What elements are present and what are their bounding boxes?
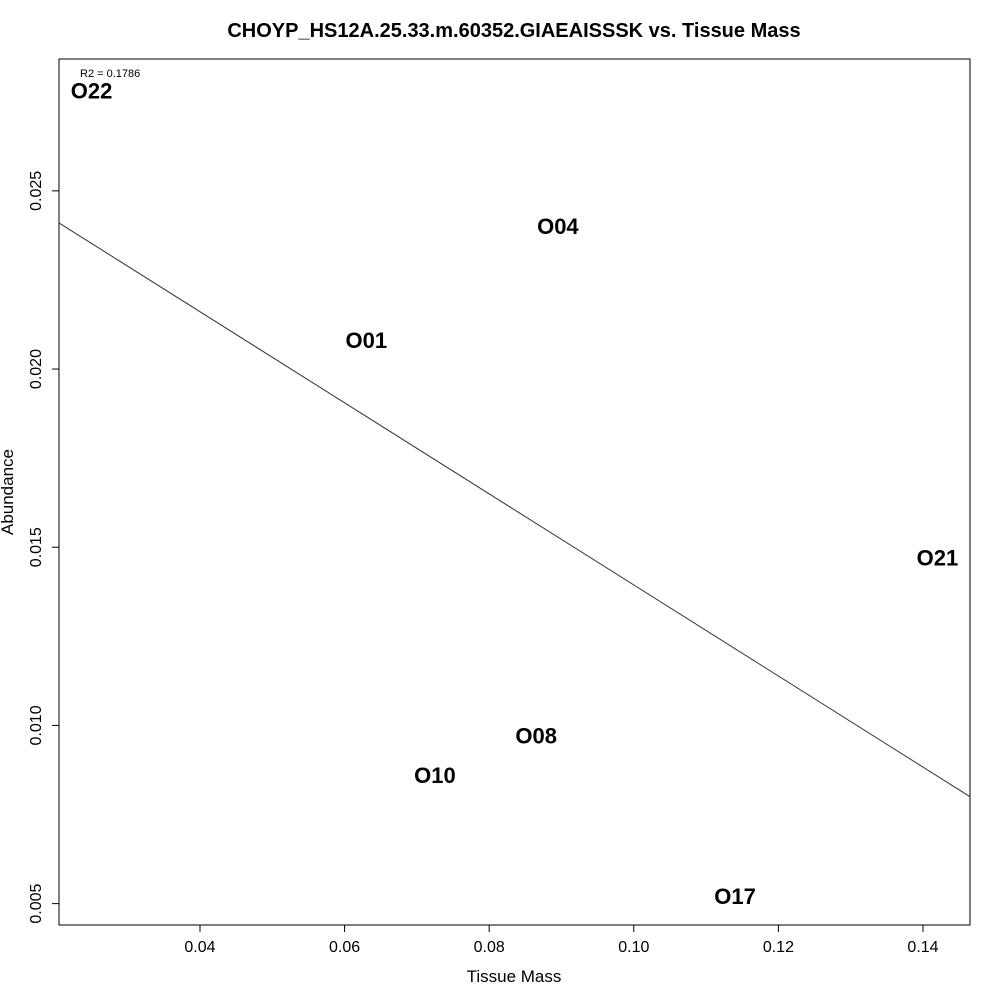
regression-line xyxy=(58,222,971,798)
x-tick-label: 0.14 xyxy=(907,939,938,956)
y-tick-label: 0.025 xyxy=(28,171,45,211)
x-tick-label: 0.06 xyxy=(329,939,360,956)
y-tick-label: 0.020 xyxy=(28,349,45,389)
x-axis: 0.04 0.06 0.08 0.10 0.12 0.14 xyxy=(184,925,939,956)
y-tick-label: 0.010 xyxy=(28,705,45,745)
y-tick-label: 0.005 xyxy=(28,884,45,924)
data-point-label: O21 xyxy=(917,545,959,570)
x-tick-label: 0.04 xyxy=(184,939,215,956)
data-point-label: O01 xyxy=(345,328,387,353)
x-tick-label: 0.08 xyxy=(474,939,505,956)
chart-title: CHOYP_HS12A.25.33.m.60352.GIAEAISSSK vs.… xyxy=(227,20,800,42)
y-tick-label: 0.015 xyxy=(28,527,45,567)
y-axis-label: Abundance xyxy=(0,449,17,535)
data-point-label: O04 xyxy=(537,214,579,239)
x-tick-label: 0.10 xyxy=(618,939,649,956)
data-points: O22 O04 O01 O21 O08 O10 O17 xyxy=(71,79,959,909)
data-point-label: O10 xyxy=(414,763,456,788)
r2-annotation: R2 = 0.1786 xyxy=(80,68,140,80)
data-point-label: O22 xyxy=(71,79,113,104)
x-tick-label: 0.12 xyxy=(763,939,794,956)
x-axis-label: Tissue Mass xyxy=(467,967,562,986)
data-point-label: O08 xyxy=(515,724,557,749)
y-axis: 0.005 0.010 0.015 0.020 0.025 xyxy=(28,171,59,924)
plot-frame xyxy=(58,58,971,926)
data-point-label: O17 xyxy=(714,884,756,909)
